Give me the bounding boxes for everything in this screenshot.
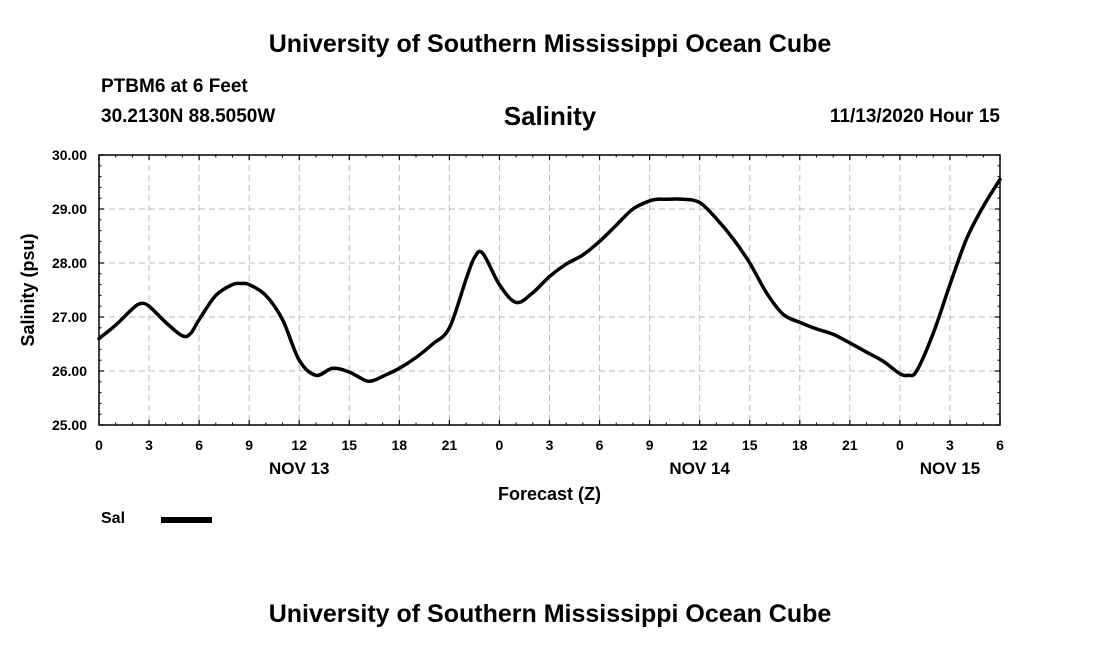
- date-label: NOV 14: [669, 459, 730, 478]
- forecast-timestamp: 11/13/2020 Hour 15: [829, 106, 1000, 127]
- y-tick-label: 29.00: [52, 201, 87, 217]
- grid-lines: [99, 155, 1000, 425]
- x-tick-label: 18: [392, 437, 408, 453]
- x-tick-label: 6: [996, 437, 1004, 453]
- y-tick-label: 26.00: [52, 363, 87, 379]
- x-tick-label: 3: [546, 437, 554, 453]
- x-tick-label: 9: [646, 437, 654, 453]
- date-label: NOV 15: [920, 459, 980, 478]
- x-tick-label: 21: [842, 437, 858, 453]
- x-tick-label: 3: [946, 437, 954, 453]
- footer-title: University of Southern Mississippi Ocean…: [268, 600, 832, 628]
- y-axis-label: Salinity (psu): [18, 233, 38, 346]
- x-tick-label: 18: [792, 437, 808, 453]
- x-tick-label: 12: [291, 437, 307, 453]
- x-tick-label: 6: [596, 437, 604, 453]
- x-tick-label: 0: [896, 437, 904, 453]
- station-label: PTBM6 at 6 Feet: [101, 76, 248, 97]
- x-axis-label: Forecast (Z): [498, 484, 601, 504]
- x-tick-label: 9: [245, 437, 253, 453]
- y-tick-label: 30.00: [52, 147, 87, 163]
- x-tick-label: 15: [742, 437, 758, 453]
- y-tick-label: 27.00: [52, 309, 87, 325]
- tick-labels: 0 3 6 9 12 15 18 21 0 3 6 9 12 15 18 21 0 3 6 25.00 26.00 27.…: [52, 147, 1004, 478]
- x-tick-label: 21: [442, 437, 458, 453]
- x-tick-label: 6: [195, 437, 203, 453]
- x-tick-label: 3: [145, 437, 153, 453]
- station-coordinates: 30.2130N 88.5050W: [101, 106, 276, 127]
- y-tick-label: 25.00: [52, 417, 87, 433]
- x-tick-label: 0: [95, 437, 103, 453]
- x-tick-label: 12: [692, 437, 708, 453]
- x-tick-label: 0: [496, 437, 504, 453]
- legend-label: Sal: [101, 510, 126, 527]
- page-title: University of Southern Mississippi Ocean…: [268, 30, 832, 58]
- plot-frame: [98, 154, 1001, 426]
- series-line-sal: [97, 177, 1002, 384]
- y-tick-label: 28.00: [52, 255, 87, 271]
- legend-swatch: [161, 517, 212, 523]
- x-tick-label: 15: [341, 437, 357, 453]
- date-label: NOV 13: [269, 459, 329, 478]
- chart-title: Salinity: [503, 101, 597, 131]
